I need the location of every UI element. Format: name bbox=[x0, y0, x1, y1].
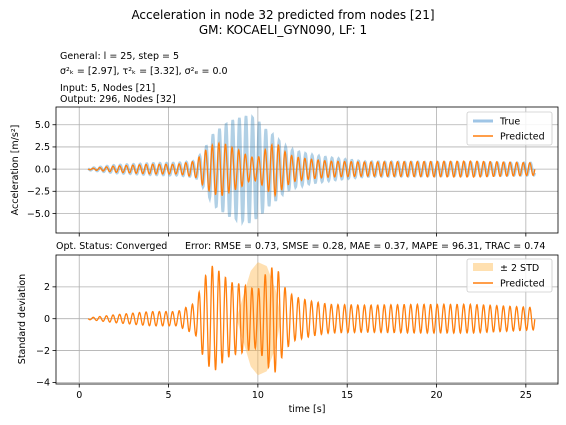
info-output: Output: 296, Nodes [32] bbox=[60, 94, 176, 105]
top-axes: −5.0 −2.5 0.0 2.5 5.0 Acceleration [m/s²] Tr… bbox=[10, 106, 559, 237]
bottom-ytick-label-3: 2 bbox=[44, 282, 50, 293]
top-ytick-label-3: 2.5 bbox=[35, 142, 50, 153]
error-metrics-text: Error: RMSE = 0.73, SMSE = 0.28, MAE = 0… bbox=[185, 241, 546, 252]
bottom-xtick-label-3: 15 bbox=[341, 390, 353, 401]
info-input: Input: 5, Nodes [21] bbox=[60, 83, 156, 94]
bottom-xtick-label-0: 0 bbox=[76, 390, 82, 401]
bottom-x-ticks: 0 5 10 15 20 25 bbox=[76, 390, 532, 401]
bottom-legend-std-label: ± 2 STD bbox=[500, 263, 539, 274]
bottom-xlabel: time [s] bbox=[289, 404, 326, 415]
top-ytick-label-2: 0.0 bbox=[35, 164, 50, 175]
bottom-plot-area bbox=[87, 262, 536, 376]
bottom-ytick-label-1: −2 bbox=[36, 346, 50, 357]
top-legend-predicted-label: Predicted bbox=[500, 132, 545, 143]
top-ylabel: Acceleration [m/s²] bbox=[10, 125, 21, 216]
bottom-y-ticks: −4 −2 0 2 bbox=[36, 282, 56, 389]
bottom-xtick-label-2: 10 bbox=[252, 390, 264, 401]
figure-title-line1: Acceleration in node 32 predicted from n… bbox=[131, 8, 435, 22]
bottom-legend: ± 2 STD Predicted bbox=[466, 258, 553, 293]
bottom-ylabel: Standard deviation bbox=[17, 274, 28, 364]
bottom-xtick-label-5: 25 bbox=[520, 390, 532, 401]
top-ytick-label-4: 5.0 bbox=[35, 120, 50, 131]
top-legend-true-label: True bbox=[499, 117, 520, 128]
top-plot-area bbox=[87, 114, 537, 226]
bottom-axes: −4 −2 0 2 0 5 10 15 20 25 Standard deviation tim… bbox=[17, 254, 559, 415]
top-ytick-label-0: −5.0 bbox=[27, 209, 50, 220]
top-legend: True Predicted bbox=[466, 111, 553, 146]
top-ytick-label-1: −2.5 bbox=[27, 187, 50, 198]
top-y-ticks: −5.0 −2.5 0.0 2.5 5.0 bbox=[27, 120, 56, 220]
bottom-xtick-label-4: 20 bbox=[430, 390, 442, 401]
info-sigma: σ²ₖ = [2.97], τ²ₖ = [3.32], σ²ₑ = 0.0 bbox=[60, 66, 228, 77]
bottom-legend-predicted-label: Predicted bbox=[500, 279, 545, 290]
top-axes-frame bbox=[55, 106, 559, 234]
bottom-legend-std-swatch bbox=[473, 263, 493, 271]
bottom-ytick-label-2: 0 bbox=[44, 314, 50, 325]
bottom-predicted-series-line bbox=[87, 265, 536, 373]
bottom-ytick-label-0: −4 bbox=[36, 378, 50, 389]
bottom-xtick-label-1: 5 bbox=[166, 390, 172, 401]
figure-title-line2: GM: KOCAELI_GYN090, LF: 1 bbox=[198, 23, 368, 37]
info-general: General: l = 25, step = 5 bbox=[60, 51, 180, 62]
top-predicted-series-line bbox=[87, 141, 536, 198]
bottom-axes-frame bbox=[55, 254, 559, 385]
status-text: Opt. Status: Converged bbox=[56, 241, 168, 252]
